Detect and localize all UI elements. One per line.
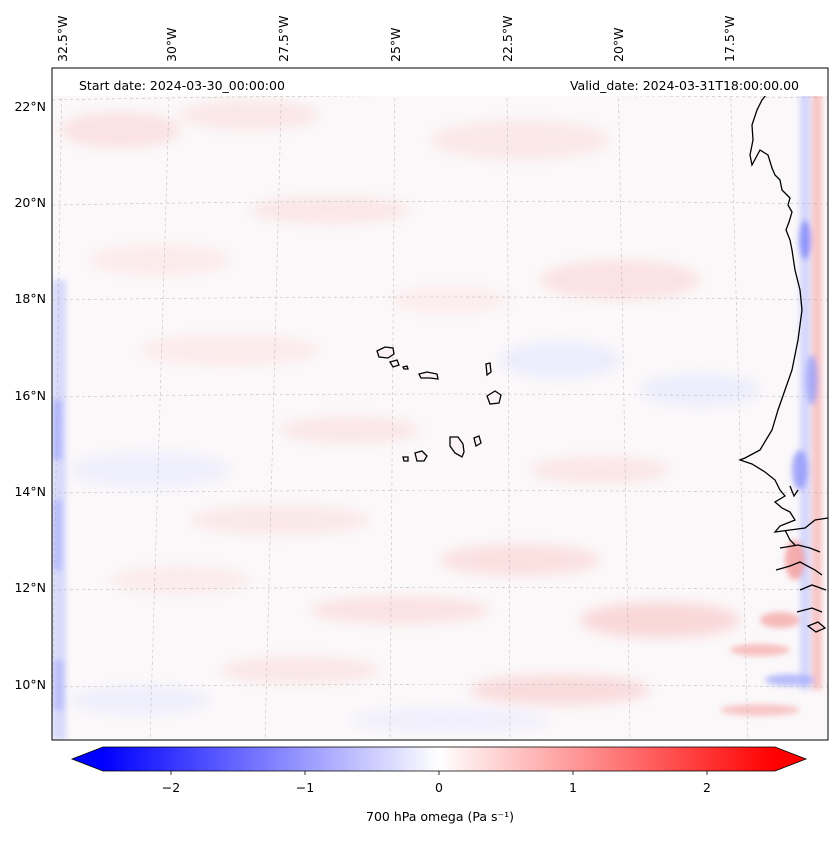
lat-label: 18°N (14, 291, 46, 306)
lon-label: 22.5°W (500, 16, 515, 62)
colorbar-tick-label: −2 (162, 780, 180, 795)
island-maio (473, 435, 482, 448)
colorbar-outline (70, 746, 808, 772)
island-santa-luzia (402, 365, 409, 370)
island-brava (402, 456, 409, 462)
lon-label: 20°W (611, 27, 626, 62)
lat-label: 20°N (14, 195, 46, 210)
lat-label: 10°N (14, 677, 46, 692)
island-sao-vicente (389, 359, 400, 368)
colorbar-max-extend (775, 747, 806, 771)
island-santiago (449, 436, 465, 458)
lat-label: 12°N (14, 580, 46, 595)
island-fogo (414, 450, 428, 462)
lon-label: 17.5°W (722, 16, 737, 62)
lon-label: 30°W (164, 27, 179, 62)
omega-field (60, 100, 760, 732)
map-panel (52, 68, 828, 740)
colorbar-tick-label: 1 (569, 780, 577, 795)
island-sao-nicolau (418, 371, 439, 380)
start-date-label: Start date: 2024-03-30_00:00:00 (79, 78, 285, 93)
colorbar: −2 −1 0 1 2 700 hPa omega (Pa s⁻¹) (70, 746, 808, 824)
colorbar-tick-label: 0 (435, 780, 443, 795)
colorbar-title: 700 hPa omega (Pa s⁻¹) (366, 809, 514, 824)
island-sal (485, 362, 492, 377)
lon-label: 25°W (388, 27, 403, 62)
lat-label: 16°N (14, 388, 46, 403)
coastal-signal (720, 90, 822, 716)
island-boa-vista (486, 390, 502, 405)
colorbar-min-extend (72, 747, 103, 771)
valid-date-label: Valid_date: 2024-03-31T18:00:00.00 (570, 78, 799, 93)
colorbar-tick-label: −1 (296, 780, 314, 795)
island-santo-antao (376, 346, 395, 359)
cape-verde-islands (376, 346, 502, 462)
african-coastline (738, 89, 828, 633)
lon-label: 32.5°W (55, 16, 70, 62)
longitude-labels: 32.5°W 30°W 27.5°W 25°W 22.5°W 20°W 17.5… (55, 16, 737, 62)
lon-label: 27.5°W (276, 16, 291, 62)
colorbar-body (103, 747, 775, 771)
lat-label: 22°N (14, 99, 46, 114)
colorbar-ticks (170, 771, 708, 775)
lat-label: 14°N (14, 484, 46, 499)
header-band (52, 68, 828, 96)
map-frame (51, 67, 829, 741)
latitude-labels: 22°N 20°N 18°N 16°N 14°N 12°N 10°N (14, 99, 46, 692)
colorbar-tick-label: 2 (703, 780, 711, 795)
west-boundary-band (52, 280, 66, 740)
gridlines (52, 68, 828, 740)
